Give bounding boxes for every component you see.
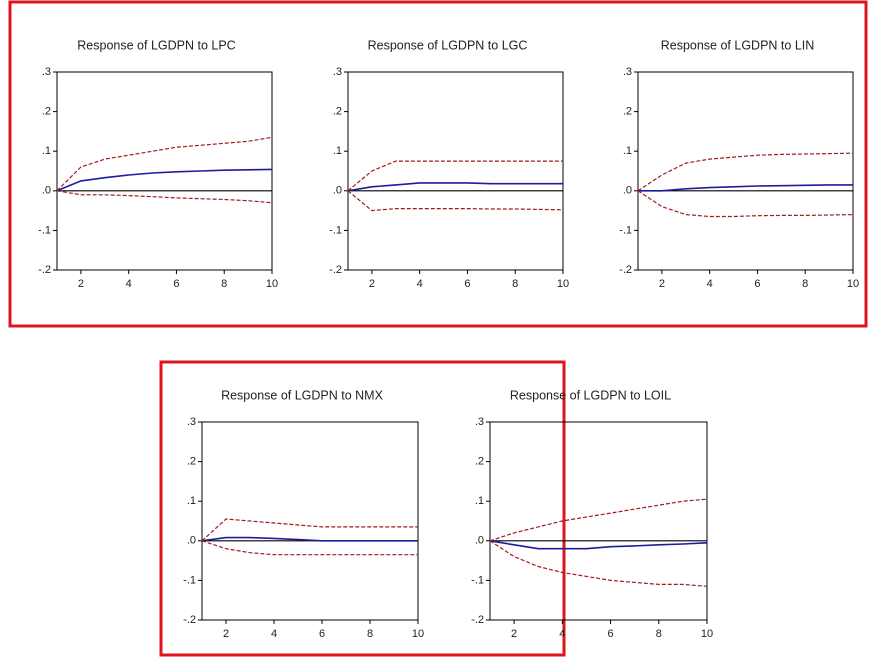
x-tick-label: 6: [173, 278, 179, 290]
plot-area: [489, 421, 708, 621]
y-tick-label: -.1: [471, 574, 484, 586]
chart-title: Response of LGDPN to LOIL: [510, 388, 671, 402]
series-line: [637, 190, 854, 218]
x-tick-label: 8: [367, 628, 373, 640]
x-tick-label: 6: [754, 278, 760, 290]
y-tick-label: .1: [187, 495, 196, 507]
chart-title: Response of LGDPN to LPC: [77, 38, 235, 52]
y-tick-label: .1: [623, 145, 632, 157]
series-line: [201, 540, 418, 556]
x-tick-label: 10: [266, 278, 278, 290]
y-tick-label: .3: [42, 66, 51, 78]
x-tick-label: 4: [559, 628, 565, 640]
x-tick-label: 8: [512, 278, 518, 290]
series-line: [347, 190, 564, 212]
y-tick-label: -.2: [329, 264, 342, 276]
plot-area: [56, 71, 273, 271]
y-tick-label: .1: [42, 145, 51, 157]
series-line: [201, 518, 418, 542]
series-line: [56, 136, 273, 192]
y-tick-label: .2: [623, 106, 632, 118]
x-tick-label: 10: [557, 278, 569, 290]
x-tick-label: 10: [412, 628, 424, 640]
series-line: [201, 536, 418, 542]
y-tick-label: .1: [333, 145, 342, 157]
y-tick-label: .3: [475, 416, 484, 428]
y-tick-label: .0: [475, 535, 484, 547]
x-tick-label: 2: [223, 628, 229, 640]
x-tick-label: 2: [511, 628, 517, 640]
plot-area: [347, 71, 564, 271]
series-line: [637, 152, 854, 192]
y-tick-label: -.2: [619, 264, 632, 276]
y-tick-label: .1: [475, 495, 484, 507]
x-tick-label: 4: [271, 628, 277, 640]
series-line: [638, 184, 853, 192]
y-tick-label: -.1: [329, 224, 342, 236]
chart-title: Response of LGDPN to NMX: [221, 388, 384, 402]
series-line: [489, 498, 708, 542]
x-tick-label: 10: [701, 628, 713, 640]
y-tick-label: .2: [42, 106, 51, 118]
series-line: [489, 540, 708, 550]
x-tick-label: 4: [417, 278, 423, 290]
frame-bottom: [159, 360, 566, 657]
y-tick-label: -.1: [619, 224, 632, 236]
series-line: [347, 182, 563, 192]
y-tick-label: .3: [333, 66, 342, 78]
y-tick-label: .3: [623, 66, 632, 78]
series-line: [489, 540, 708, 587]
x-tick-label: 4: [126, 278, 132, 290]
x-tick-label: 10: [847, 278, 859, 290]
plot-area: [637, 71, 854, 271]
frame-top: [8, 0, 868, 328]
y-tick-label: .0: [623, 185, 632, 197]
y-tick-label: -.1: [183, 574, 196, 586]
x-tick-label: 4: [707, 278, 713, 290]
series-line: [56, 168, 273, 192]
y-tick-label: .0: [333, 185, 342, 197]
x-tick-label: 6: [319, 628, 325, 640]
y-tick-label: -.2: [471, 614, 484, 626]
y-tick-label: -.1: [38, 224, 51, 236]
series-line: [347, 160, 563, 192]
x-tick-label: 8: [802, 278, 808, 290]
x-tick-label: 8: [221, 278, 227, 290]
x-tick-label: 2: [78, 278, 84, 290]
y-tick-label: -.2: [183, 614, 196, 626]
x-tick-label: 8: [656, 628, 662, 640]
chart-title: Response of LGDPN to LGC: [368, 38, 528, 52]
x-tick-label: 2: [369, 278, 375, 290]
y-tick-label: .0: [42, 185, 51, 197]
y-tick-label: .0: [187, 535, 196, 547]
plot-area: [201, 421, 419, 621]
y-tick-label: .2: [187, 456, 196, 468]
series-line: [56, 190, 273, 204]
y-tick-label: .3: [187, 416, 196, 428]
y-tick-label: -.2: [38, 264, 51, 276]
y-tick-label: .2: [475, 456, 484, 468]
x-tick-label: 6: [607, 628, 613, 640]
x-tick-label: 2: [659, 278, 665, 290]
x-tick-label: 6: [464, 278, 470, 290]
y-tick-label: .2: [333, 106, 342, 118]
chart-title: Response of LGDPN to LIN: [661, 38, 815, 52]
